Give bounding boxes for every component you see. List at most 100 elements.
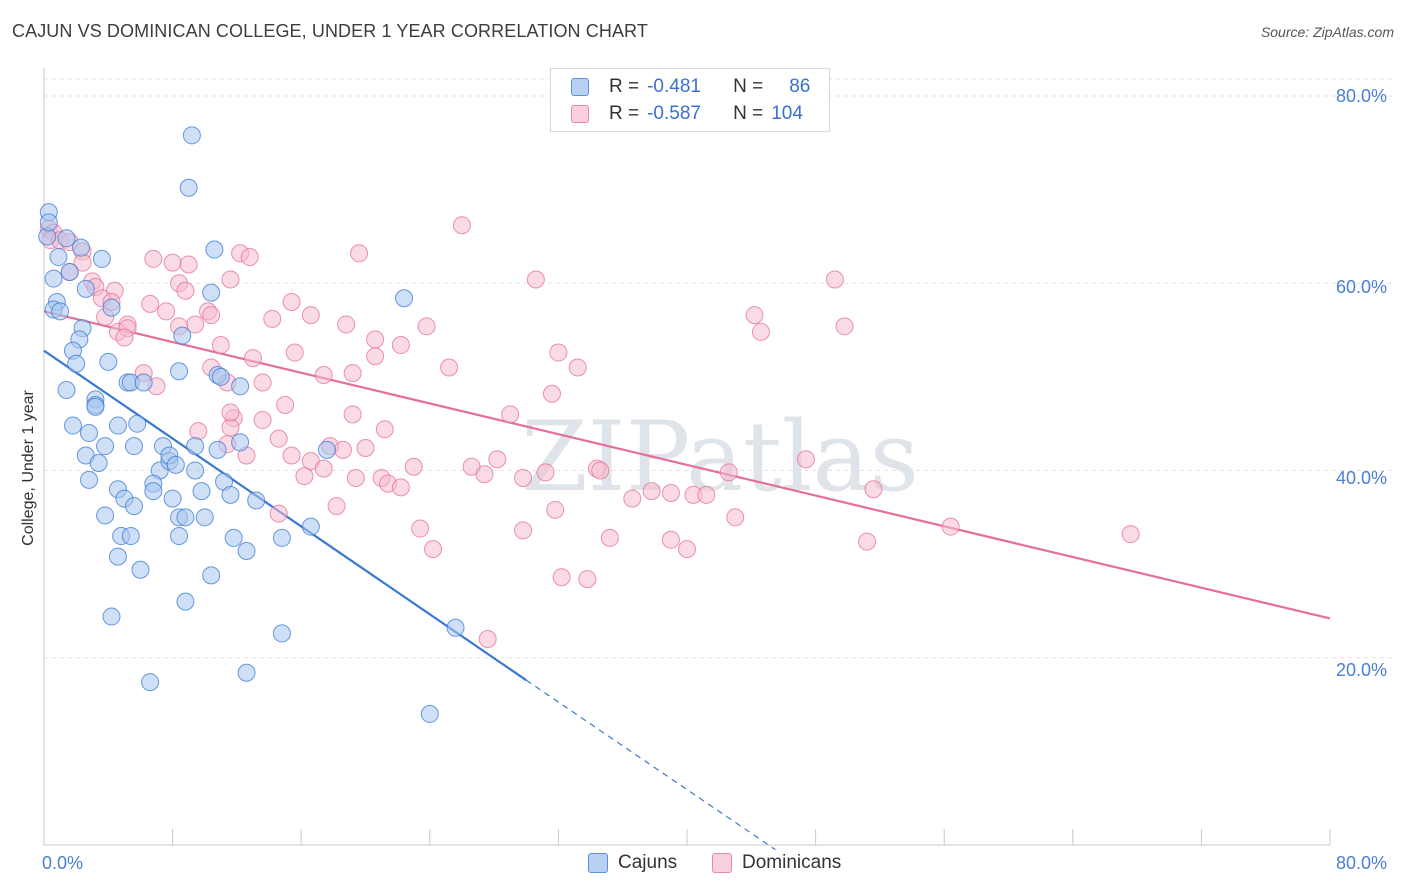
data-point-dominicans: [600, 528, 619, 547]
data-point-dominicans: [343, 364, 362, 383]
data-point-dominicans: [501, 405, 520, 424]
data-point-dominicans: [115, 328, 134, 347]
data-point-dominicans: [276, 395, 295, 414]
data-point-cajuns: [186, 461, 205, 480]
data-point-cajuns: [317, 440, 336, 459]
data-point-cajuns: [108, 547, 127, 566]
data-point-dominicans: [642, 482, 661, 501]
data-point-dominicans: [176, 281, 195, 300]
data-point-cajuns: [108, 416, 127, 435]
data-point-dominicans: [440, 358, 459, 377]
data-point-cajuns: [176, 508, 195, 527]
data-points: [38, 126, 1140, 723]
data-point-cajuns: [99, 352, 118, 371]
data-point-dominicans: [542, 384, 561, 403]
data-point-cajuns: [224, 528, 243, 547]
data-point-dominicans: [526, 270, 545, 289]
data-point-cajuns: [446, 618, 465, 637]
x-tick-label-max: 80.0%: [1336, 853, 1388, 873]
n-value: 86: [789, 76, 811, 97]
data-point-cajuns: [182, 126, 201, 145]
data-point-dominicans: [697, 485, 716, 504]
chart-title: CAJUN VS DOMINICAN COLLEGE, UNDER 1 YEAR…: [12, 21, 648, 41]
data-point-cajuns: [176, 592, 195, 611]
stats-row-dominicans: R = -0.587 N = 104: [571, 101, 803, 127]
data-point-dominicans: [452, 216, 471, 235]
data-point-cajuns: [186, 437, 205, 456]
data-point-cajuns: [192, 482, 211, 501]
data-point-dominicans: [546, 500, 565, 519]
data-point-cajuns: [39, 213, 58, 232]
data-point-cajuns: [102, 607, 121, 626]
cajuns-swatch: [571, 78, 589, 96]
data-point-dominicans: [488, 450, 507, 469]
data-point-dominicans: [163, 253, 182, 272]
data-point-dominicans: [243, 349, 262, 368]
data-point-cajuns: [76, 279, 95, 298]
data-point-dominicans: [337, 315, 356, 334]
data-point-dominicans: [356, 439, 375, 458]
data-point-dominicans: [825, 270, 844, 289]
data-point-cajuns: [134, 373, 153, 392]
x-tick-label-min: 0.0%: [42, 853, 84, 873]
cajuns-legend-swatch: [588, 853, 608, 873]
data-point-dominicans: [221, 418, 240, 437]
data-point-cajuns: [121, 527, 140, 546]
data-point-dominicans: [179, 255, 198, 274]
legend-item-cajuns[interactable]: Cajuns: [588, 852, 677, 874]
data-point-dominicans: [719, 463, 738, 482]
data-point-cajuns: [67, 354, 86, 373]
data-point-cajuns: [96, 437, 115, 456]
data-point-cajuns: [237, 663, 256, 682]
gridlines: [44, 78, 1393, 659]
dominicans-legend-swatch: [712, 853, 732, 873]
data-point-cajuns: [272, 528, 291, 547]
legend-label-cajuns: Cajuns: [618, 852, 678, 873]
data-point-cajuns: [163, 489, 182, 508]
n-value: 104: [771, 103, 803, 124]
trend-line-extension-cajuns: [525, 679, 776, 851]
data-point-cajuns: [49, 248, 68, 267]
data-point-dominicans: [346, 468, 365, 487]
data-point-dominicans: [661, 530, 680, 549]
data-point-cajuns: [208, 440, 227, 459]
data-point-cajuns: [170, 362, 189, 381]
y-tick-label-20: 20.0%: [1336, 660, 1388, 680]
r-label: R =: [609, 103, 640, 124]
data-point-cajuns: [141, 673, 160, 692]
data-point-dominicans: [282, 446, 301, 465]
data-point-cajuns: [86, 397, 105, 416]
y-tick-label-60: 60.0%: [1336, 277, 1388, 297]
data-point-dominicans: [144, 249, 163, 268]
data-point-cajuns: [80, 424, 99, 443]
data-point-cajuns: [80, 470, 99, 489]
data-point-cajuns: [144, 482, 163, 501]
r-value: -0.481: [647, 76, 701, 97]
data-point-dominicans: [536, 463, 555, 482]
data-point-cajuns: [60, 263, 79, 282]
data-point-dominicans: [221, 270, 240, 289]
data-point-dominicans: [552, 568, 571, 587]
data-point-dominicans: [157, 302, 176, 321]
data-point-cajuns: [195, 508, 214, 527]
data-point-cajuns: [211, 367, 230, 386]
legend-item-dominicans[interactable]: Dominicans: [712, 852, 841, 874]
data-point-cajuns: [131, 560, 150, 579]
correlation-stats-box: R = -0.481 N = 86 R = -0.587 N = 104: [550, 68, 830, 132]
data-point-cajuns: [102, 298, 121, 317]
data-point-cajuns: [237, 542, 256, 561]
data-point-dominicans: [858, 532, 877, 551]
data-point-dominicans: [263, 309, 282, 328]
data-point-dominicans: [269, 504, 288, 523]
data-point-dominicans: [375, 420, 394, 439]
watermark: ZIPatlas: [521, 401, 919, 513]
data-point-cajuns: [395, 289, 414, 308]
legend-label-dominicans: Dominicans: [742, 852, 842, 873]
data-point-cajuns: [125, 497, 144, 516]
data-point-dominicans: [796, 450, 815, 469]
data-point-dominicans: [514, 468, 533, 487]
data-point-dominicans: [1121, 525, 1140, 544]
dominicans-swatch: [571, 105, 589, 123]
data-point-dominicans: [350, 244, 369, 263]
